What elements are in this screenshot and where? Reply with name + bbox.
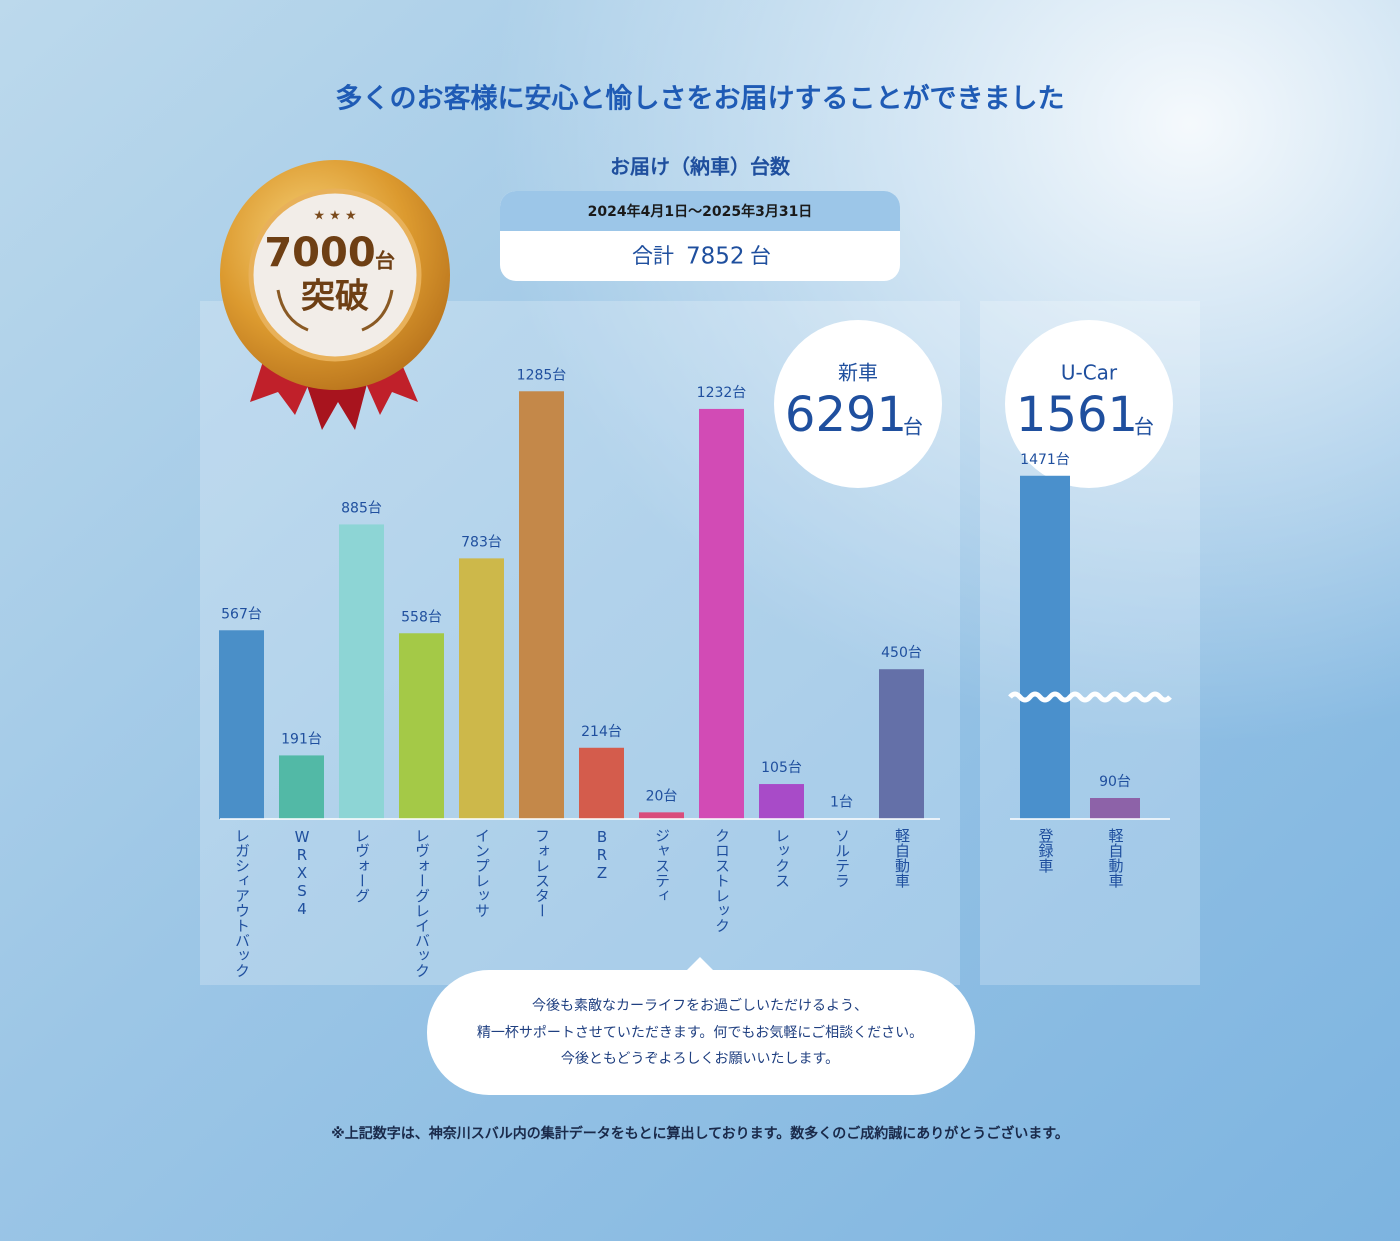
message-line: 精一杯サポートさせていただきます。何でもお気軽にご相談ください。: [477, 1025, 923, 1041]
bar: [1090, 798, 1140, 819]
value-label: 90台: [1099, 774, 1131, 790]
bar: [759, 784, 804, 819]
medal-stars: ★ ★ ★: [313, 209, 356, 224]
category-label: 軽自動車: [893, 828, 911, 888]
bar: [459, 558, 504, 819]
segment-label: 新車: [838, 361, 878, 385]
value-label: 214台: [581, 724, 622, 740]
category-label: 軽自動車: [1107, 828, 1125, 888]
category-label: 登録車: [1037, 828, 1055, 873]
bar: [399, 633, 444, 819]
segment-unit: 台: [903, 415, 923, 439]
category-label: レックス: [773, 828, 791, 888]
value-label: 450台: [881, 645, 922, 661]
bar: [219, 630, 264, 819]
bar: [519, 391, 564, 819]
message-line: 今後ともどうぞよろしくお願いいたします。: [561, 1051, 839, 1067]
value-label: 105台: [761, 760, 802, 776]
bar: [879, 669, 924, 819]
value-label: 885台: [341, 500, 382, 516]
segment-unit: 台: [1134, 415, 1154, 439]
category-label: レガシィアウトバック: [233, 828, 251, 978]
value-label: 1台: [830, 795, 853, 811]
total-value: 7852: [686, 244, 745, 270]
segment-total: 1561: [1016, 387, 1138, 443]
value-label: 1232台: [697, 385, 747, 401]
value-label: 783台: [461, 534, 502, 550]
bar: [339, 524, 384, 819]
bar: [279, 755, 324, 819]
medal-text: 突破: [301, 277, 369, 317]
value-label: 567台: [221, 606, 262, 622]
value-label: 1285台: [517, 367, 567, 383]
category-label: フォレスター: [533, 828, 551, 918]
period: 2024年4月1日〜2025年3月31日: [588, 203, 813, 220]
value-label: 1471台: [1020, 452, 1070, 468]
value-label: 191台: [281, 731, 322, 747]
category-label: WRXS4: [293, 828, 311, 918]
total-label: 合計: [632, 244, 674, 268]
segment-label: U-Car: [1061, 361, 1118, 385]
bar: [579, 748, 624, 819]
category-label: ジャスティ: [653, 828, 671, 903]
category-label: BRZ: [593, 828, 611, 882]
value-label: 20台: [646, 788, 678, 804]
total-unit: 台: [750, 244, 771, 268]
category-label: レヴォーグレイバック: [413, 828, 431, 978]
message-line: 今後も素敵なカーライフをお過ごしいただけるよう、: [532, 998, 868, 1014]
subtitle: お届け（納車）台数: [610, 155, 791, 179]
category-label: クロストレック: [713, 828, 731, 933]
bar: [639, 812, 684, 819]
category-label: ソルテラ: [833, 828, 851, 888]
footnote: ※上記数字は、神奈川スバル内の集計データをもとに算出しております。数多くのご成約…: [331, 1125, 1069, 1142]
category-label: インプレッサ: [473, 828, 491, 918]
segment-total: 6291: [785, 387, 907, 443]
bar: [699, 409, 744, 819]
bar: [1020, 476, 1070, 819]
value-label: 558台: [401, 609, 442, 625]
message-bubble: 今後も素敵なカーライフをお過ごしいただけるよう、 精一杯サポートさせていただきま…: [427, 957, 975, 1095]
medal-number: 7000: [264, 230, 375, 276]
category-label: レヴォーグ: [353, 828, 371, 903]
page-title: 多くのお客様に安心と愉しさをお届けすることができました: [336, 83, 1065, 115]
medal-unit: 台: [375, 249, 395, 273]
